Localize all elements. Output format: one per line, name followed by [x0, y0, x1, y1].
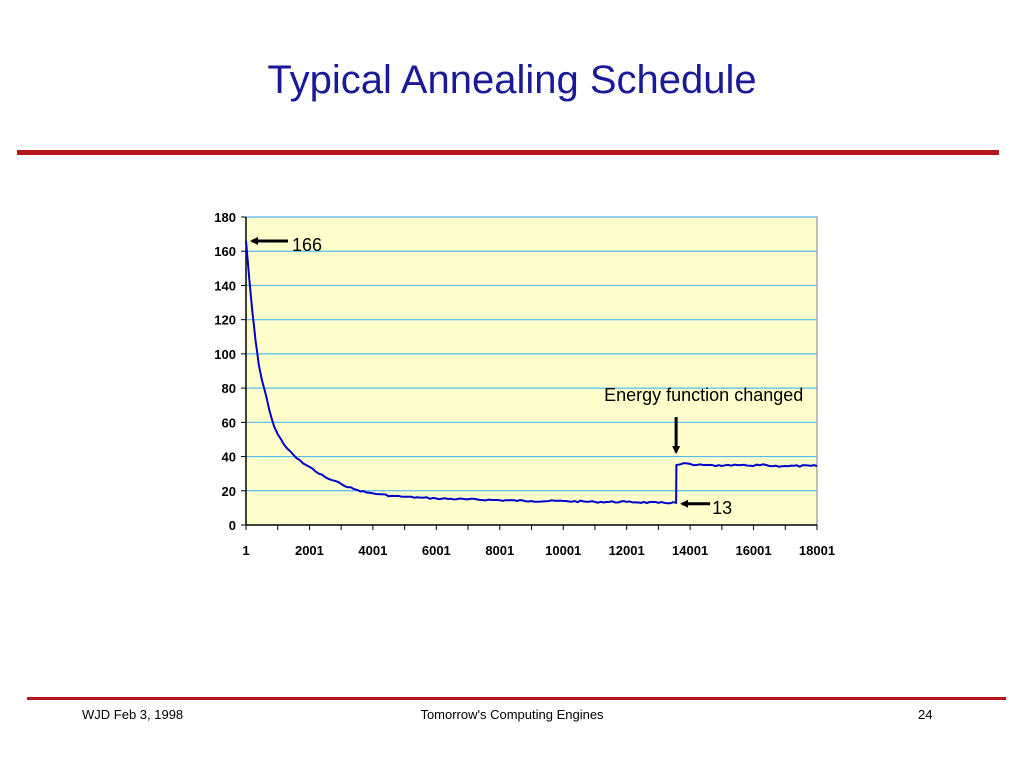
x-tick-labels: 1 2001 4001 6001 8001 10001 12001 14001 16001 180…: [242, 525, 835, 558]
footer-presentation-title: Tomorrow's Computing Engines: [420, 707, 604, 722]
y-tick-label: 100: [214, 347, 236, 362]
y-tick-label: 120: [214, 313, 236, 328]
y-tick-label: 180: [214, 210, 236, 225]
footer-date: WJD Feb 3, 1998: [82, 707, 184, 722]
x-tick-label: 12001: [609, 543, 645, 558]
annotation-13: 13: [712, 498, 732, 518]
y-tick-label: 40: [222, 450, 236, 465]
title-divider: [17, 150, 999, 155]
annotation-166: 166: [292, 235, 322, 255]
y-tick-label: 0: [229, 518, 236, 533]
x-tick-label: 16001: [735, 543, 771, 558]
y-tick-label: 80: [222, 381, 236, 396]
footer-page-number: 24: [918, 707, 933, 722]
x-tick-label: 14001: [672, 543, 708, 558]
y-tick-labels: 0 20 40 60 80 100 120 140 160 180: [214, 210, 246, 533]
x-tick-label: 1: [242, 543, 249, 558]
x-tick-label: 8001: [485, 543, 514, 558]
x-tick-label: 4001: [358, 543, 387, 558]
x-tick-label: 6001: [422, 543, 451, 558]
y-tick-label: 140: [214, 278, 236, 293]
y-tick-label: 20: [222, 484, 236, 499]
x-tick-label: 10001: [545, 543, 581, 558]
x-tick-label: 18001: [799, 543, 835, 558]
plot-area: [245, 216, 818, 526]
grid-lines: [246, 216, 817, 492]
energy-series-line: [245, 240, 818, 505]
annotation-energy-function-changed: Energy function changed: [604, 385, 803, 405]
y-tick-label: 60: [222, 415, 236, 430]
x-tick-label: 2001: [295, 543, 324, 558]
slide-title: Typical Annealing Schedule: [267, 58, 757, 102]
footer-divider: [27, 697, 1006, 700]
y-tick-label: 160: [214, 244, 236, 259]
